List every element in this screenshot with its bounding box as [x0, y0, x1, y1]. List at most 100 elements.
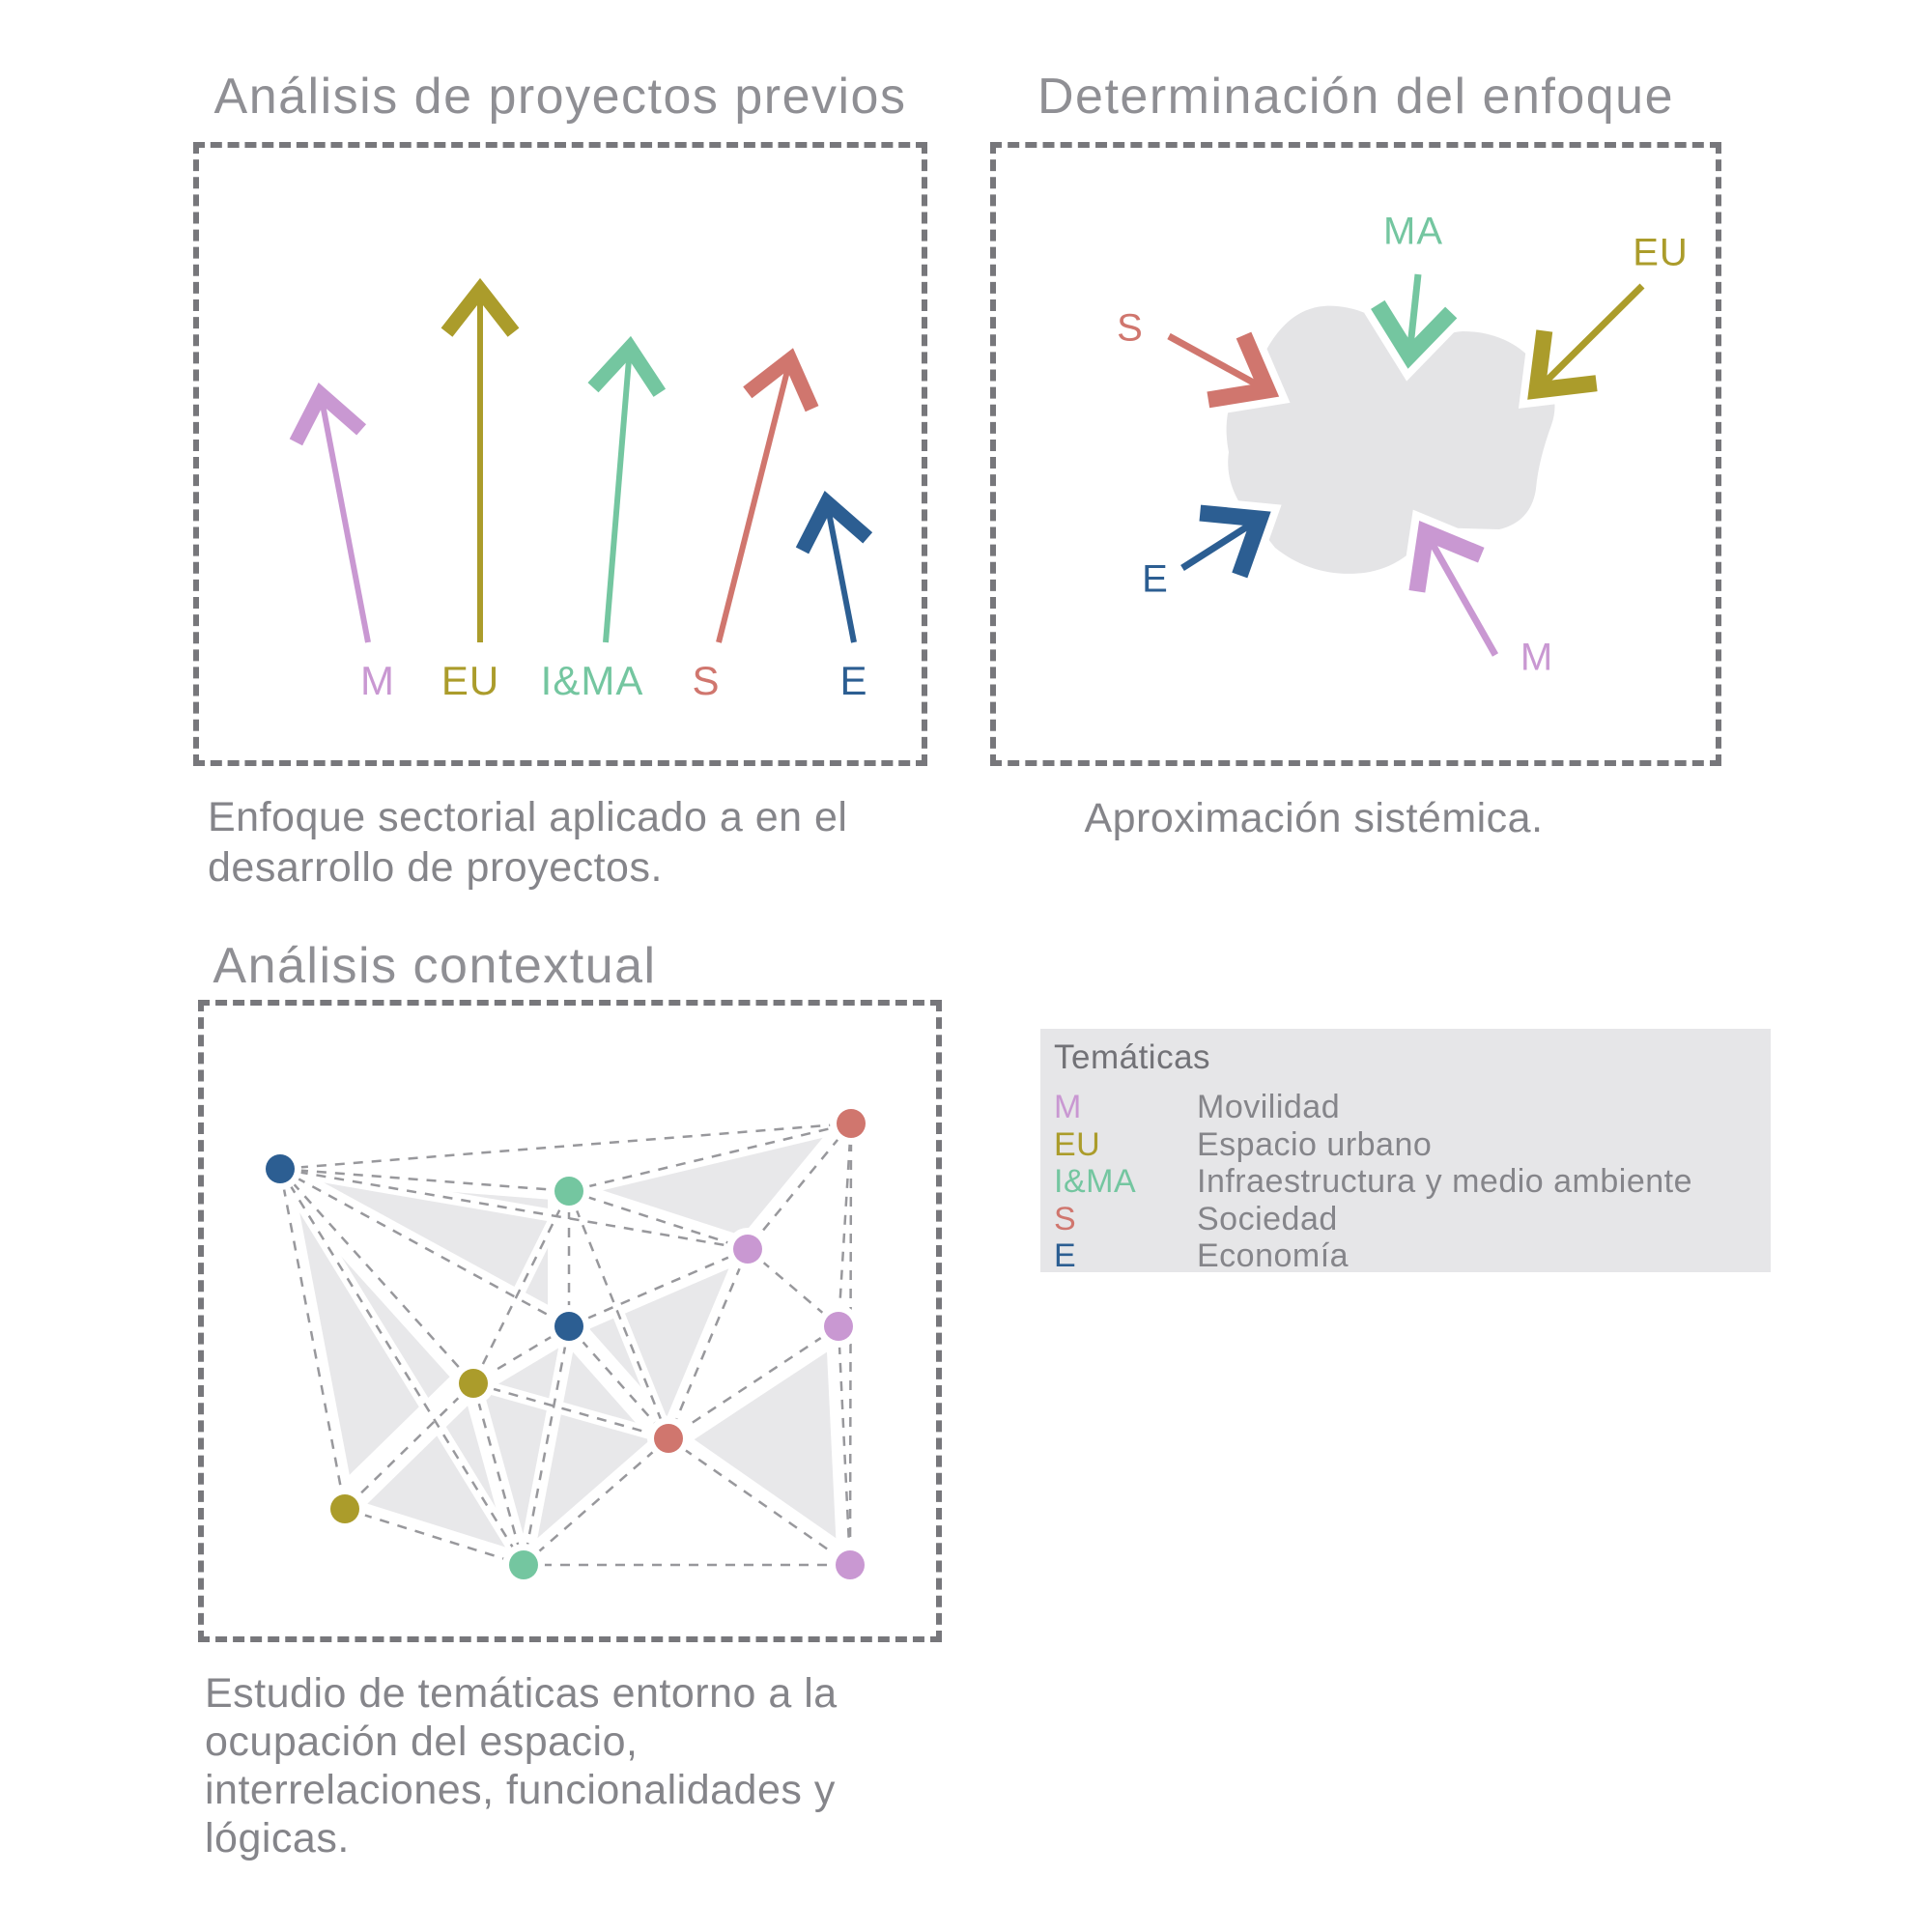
network-edge — [848, 1122, 853, 1566]
arrow-shaft-S — [716, 358, 793, 643]
network-edge — [472, 1381, 669, 1440]
system-blob — [1226, 305, 1555, 574]
arrow-label-M: M — [360, 658, 395, 703]
network-node-6 — [554, 1312, 583, 1341]
network-edge — [668, 1436, 851, 1567]
legend-item-IMA: I&MA Infraestructura y medio ambiente — [1054, 1163, 1771, 1201]
caption-line: desarrollo de proyectos. — [208, 844, 663, 891]
arrow-label-S: S — [692, 658, 721, 703]
arrow-shaft-enfoque-M — [1422, 530, 1499, 657]
arrowhead-icon-enfoque-S — [1207, 331, 1280, 409]
legend-item-E: E Economía — [1054, 1237, 1771, 1275]
network-triangle — [322, 1181, 549, 1305]
arrowhead-icon-enfoque-MA — [1371, 299, 1458, 369]
legend-abbr: M — [1054, 1089, 1082, 1125]
network-edge — [279, 1167, 749, 1251]
panel-contextual-box — [198, 1000, 942, 1642]
panel-enfoque-title: Determinación del enfoque — [1037, 69, 1674, 125]
arrowhead-icon-EU — [440, 277, 520, 337]
network-edge — [568, 1122, 852, 1193]
network-edge — [278, 1168, 347, 1510]
network-node-1 — [266, 1154, 295, 1183]
arrowhead-icon-E — [795, 491, 873, 554]
network-edge — [837, 1122, 853, 1327]
network-node-5 — [824, 1312, 853, 1341]
panel-previos-title: Análisis de proyectos previos — [213, 69, 907, 125]
network-triangle — [589, 1268, 729, 1417]
arrow-shaft-enfoque-MA — [1406, 273, 1422, 356]
network-edge-halo — [468, 1188, 575, 1386]
network-edge — [279, 1122, 852, 1171]
arrow-shaft-enfoque-E — [1180, 516, 1262, 571]
network-node-4 — [733, 1235, 762, 1264]
panel-enfoque-caption: Aproximación sistémica. — [1084, 795, 1544, 841]
network-edge — [568, 1247, 749, 1328]
caption-line: ocupación del espacio, — [205, 1719, 639, 1765]
arrow-label-E: E — [839, 658, 868, 703]
caption-line: interrelaciones, funcionalidades y — [205, 1767, 836, 1813]
legend-rows: M Movilidad EU Espacio urbano I&MA Infraestru… — [1054, 1089, 1771, 1275]
network-edge — [568, 1189, 749, 1251]
network-triangle — [603, 1137, 823, 1236]
network-node-9 — [330, 1494, 359, 1523]
arrowhead-icon-S — [743, 348, 819, 412]
legend: Temáticas M Movilidad EU Espacio urbano I&MA… — [1040, 1029, 1771, 1275]
network-edge — [523, 1437, 669, 1566]
network-edge — [471, 1382, 526, 1566]
legend-item-EU: EU Espacio urbano — [1054, 1126, 1771, 1164]
legend-abbr: I&MA — [1054, 1163, 1137, 1200]
network-edge — [279, 1167, 570, 1193]
network-edge — [278, 1168, 526, 1566]
arrow-label-enfoque-E: E — [1142, 557, 1169, 601]
network-edge — [567, 1190, 670, 1439]
arrow-shaft-M — [318, 393, 371, 643]
network-edge — [837, 1325, 852, 1566]
legend-label: Economía — [1197, 1237, 1350, 1274]
panel-contextual-caption: Estudio de temáticas entorno a la ocupaci… — [205, 1669, 838, 1862]
network-triangle — [298, 1209, 450, 1475]
arrow-shaft-IMA — [603, 347, 633, 643]
network-edge — [522, 1325, 571, 1566]
network-edge — [344, 1507, 525, 1567]
legend-title: Temáticas — [1054, 1038, 1211, 1076]
arrowhead-icon-IMA — [587, 335, 667, 397]
panel-contextual-title: Análisis contextual — [213, 938, 657, 994]
caption-line: lógicas. — [205, 1815, 350, 1861]
arrow-shaft-E — [824, 501, 857, 643]
arrowhead-icon-enfoque-EU — [1527, 329, 1598, 400]
arrow-label-EU: EU — [440, 658, 500, 703]
network-node-8 — [654, 1424, 683, 1453]
panel-previos-box — [193, 142, 927, 766]
panel-enfoque-box — [990, 142, 1721, 766]
network-edge — [667, 1248, 750, 1439]
arrowhead-icon-enfoque-M — [1408, 520, 1485, 593]
legend-item-M: M Movilidad — [1054, 1089, 1771, 1126]
network-node-10 — [509, 1550, 538, 1579]
legend-item-S: S Sociedad — [1054, 1201, 1771, 1238]
caption-line: Estudio de temáticas entorno a la — [205, 1670, 838, 1717]
arrow-shaft-enfoque-EU — [1534, 283, 1645, 393]
arrow-label-enfoque-M: M — [1520, 636, 1554, 679]
network-edge — [279, 1168, 474, 1384]
legend-label: Infraestructura y medio ambiente — [1197, 1163, 1693, 1200]
network-triangle — [537, 1351, 651, 1539]
legend-label: Espacio urbano — [1197, 1125, 1433, 1163]
arrowhead-icon-enfoque-E — [1199, 504, 1271, 579]
caption-line: Enfoque sectorial aplicado a en el — [208, 794, 848, 840]
network-node-2 — [554, 1177, 583, 1206]
network-triangle — [694, 1351, 837, 1539]
network-edge — [344, 1382, 474, 1510]
network-edge — [568, 1325, 669, 1439]
network-edge — [747, 1122, 852, 1250]
network-edge — [668, 1324, 839, 1440]
panel-previos-caption: Enfoque sectorial aplicado a en el desarr… — [208, 792, 847, 893]
arrow-label-enfoque-MA: MA — [1383, 210, 1443, 253]
arrow-label-enfoque-EU: EU — [1633, 231, 1689, 274]
arrow-label-IMA: I&MA — [540, 658, 644, 703]
arrowhead-icon-M — [289, 383, 367, 446]
network-node-3 — [837, 1109, 866, 1138]
legend-label: Sociedad — [1197, 1200, 1338, 1237]
network-node-7 — [459, 1369, 488, 1398]
